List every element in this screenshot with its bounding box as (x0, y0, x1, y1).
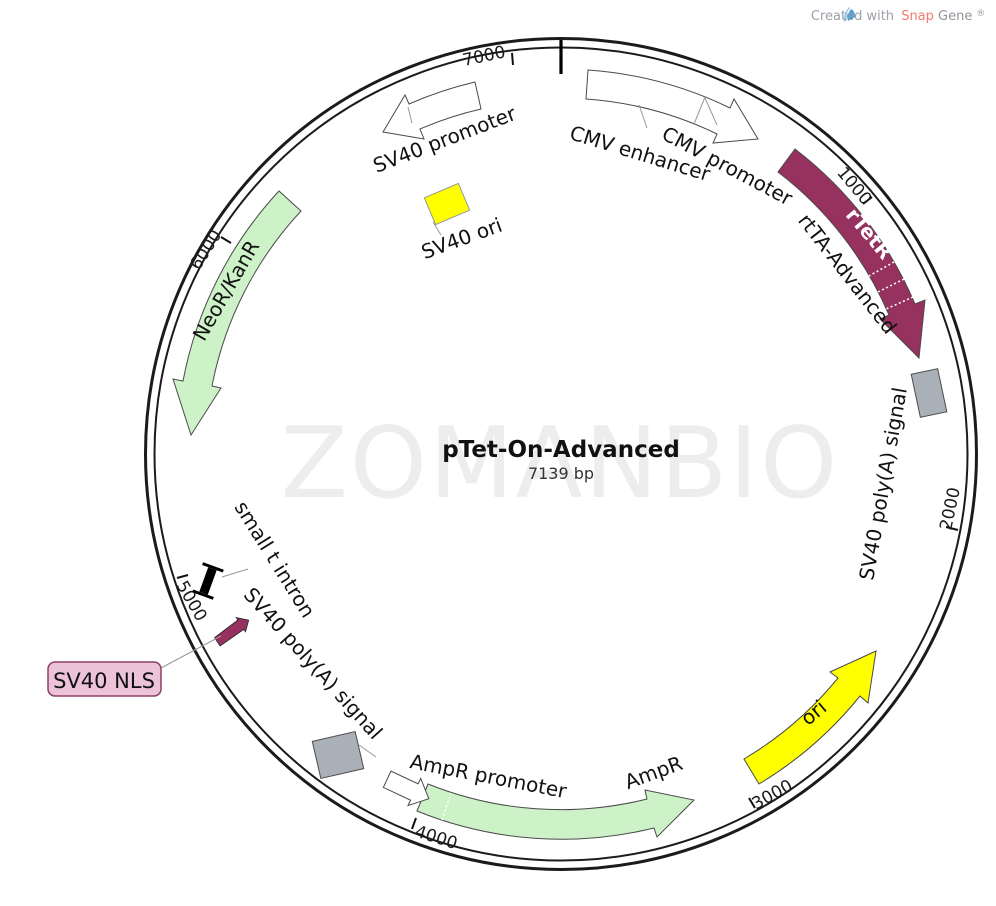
sv40-promoter-callout (407, 106, 413, 124)
brand-gene: Gene (938, 9, 972, 24)
cmv-enhancer-callout (638, 104, 648, 129)
svg-text:Created with Snap: Created with Snap Gene ® (811, 9, 985, 24)
backbone-ring-outer (144, 37, 978, 871)
brand-snap: Snap (901, 9, 934, 24)
rtetr-dotted-2 (877, 278, 905, 293)
label-sv40-polya-right: SV40 poly(A) signal (854, 386, 912, 583)
cmv-promoter-callout (704, 97, 718, 126)
ori-arrow (743, 650, 877, 785)
tick-6000 (220, 236, 232, 244)
rtetr-dotted-1 (868, 261, 895, 277)
sv40-promoter-arrow (382, 81, 482, 140)
cmv-enhancer-promoter-arrow (585, 69, 759, 144)
ampr-dotted-divider (441, 792, 452, 821)
watermark-text: ZOMANBIO (281, 407, 839, 521)
plasmid-title: pTet-On-Advanced (442, 437, 680, 463)
sv40-polya-left-box (311, 730, 365, 780)
tick-1000 (862, 196, 873, 205)
tick-label-3000: 3000 (749, 776, 797, 814)
label-sv40-ori: SV40 ori (418, 213, 505, 264)
tick-2000 (945, 526, 959, 531)
small-t-intron-glyph (192, 562, 224, 600)
rtetr-arrow (777, 148, 926, 360)
rtetr-dotted-3 (885, 296, 914, 310)
sv40-ori-callout (432, 221, 442, 236)
ampr-arrow (416, 783, 696, 840)
small-t-intron-callout (221, 568, 249, 578)
plasmid-size: 7139 bp (528, 464, 594, 483)
cmv-segment-divider (693, 96, 706, 125)
snapgene-credit: Created with Snap Gene ® (811, 7, 985, 24)
tick-5000 (176, 574, 189, 579)
tick-label-6000: 6000 (186, 226, 226, 273)
tick-label-7000: 7000 (461, 42, 507, 71)
ampr-promoter-arrow (382, 770, 430, 807)
tick-3000 (748, 797, 756, 809)
snapgene-logo-icon (843, 7, 855, 22)
sv40-nls-callout (160, 635, 222, 669)
label-ampr: AmpR (621, 751, 685, 794)
tick-4000 (411, 817, 417, 830)
registered-mark: ® (977, 9, 986, 19)
sv40-nls-arrow (214, 616, 250, 647)
neor-kanr-arrow (172, 190, 302, 437)
sv40-nls-label-box: SV40 NLS (47, 661, 162, 697)
label-sv40-nls: SV40 NLS (53, 669, 155, 693)
sv40-polya-right-box (910, 368, 948, 418)
created-with-text: Created with (811, 9, 894, 24)
tick-7000 (511, 52, 514, 66)
sv40-ori-box (423, 182, 471, 226)
sv40-polya-left-callout (358, 744, 377, 758)
